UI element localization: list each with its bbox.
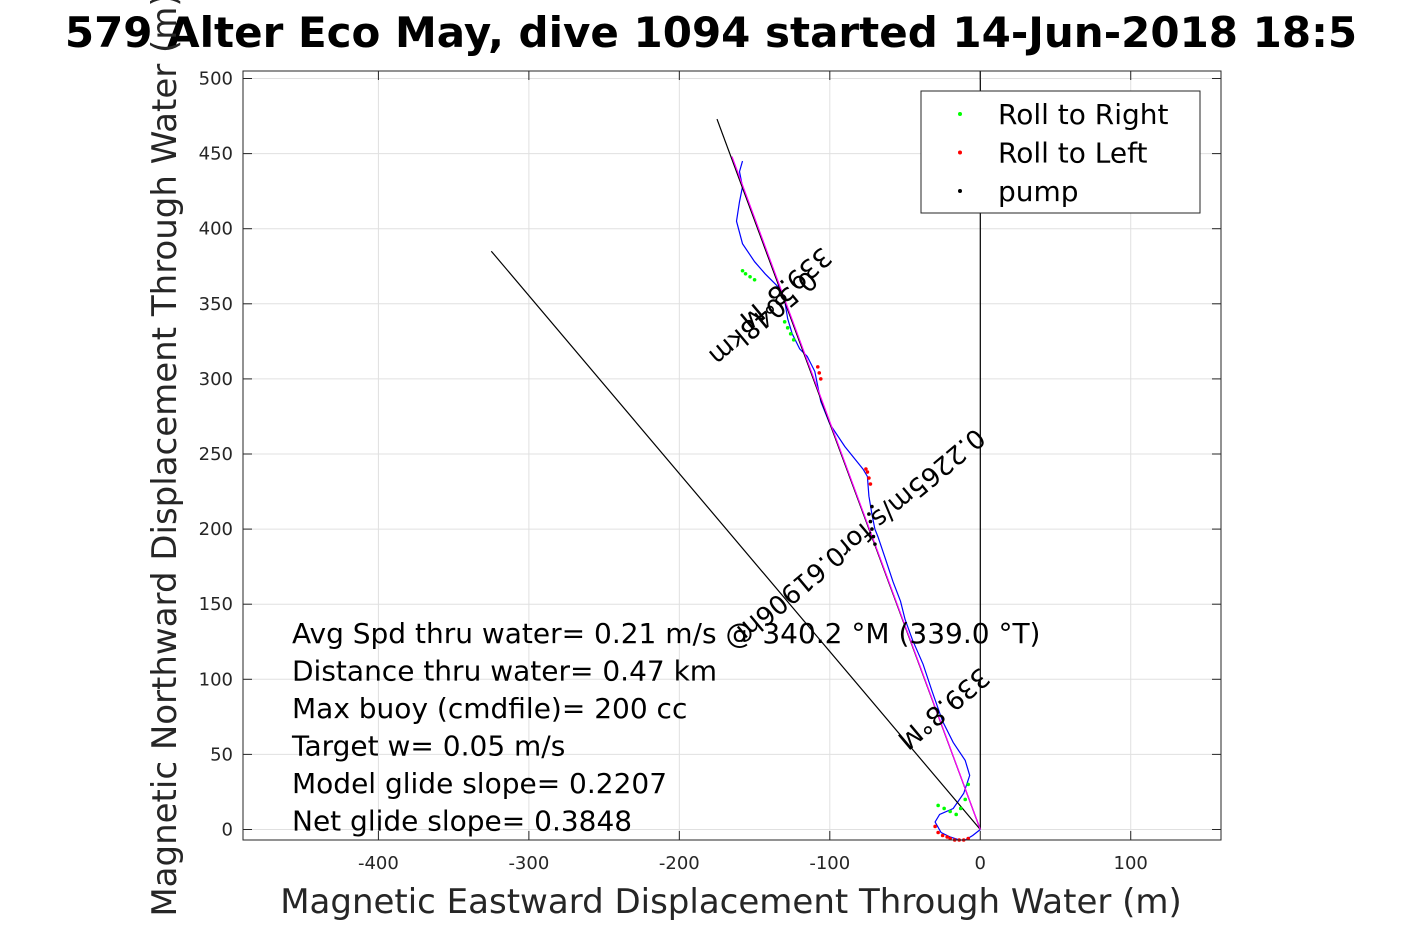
y-tick-label: 200 — [199, 519, 233, 540]
roll-right-marker — [963, 797, 968, 802]
legend-marker — [958, 189, 962, 193]
roll-right-marker — [966, 782, 971, 787]
roll-right-marker — [791, 338, 796, 342]
roll-right-marker — [740, 268, 745, 273]
roll-right-marker — [748, 274, 752, 279]
legend-marker — [958, 112, 962, 116]
roll-right-marker — [782, 320, 787, 324]
roll-left-marker — [864, 467, 868, 471]
x-tick-label: 0 — [975, 853, 986, 874]
roll-left-marker — [936, 830, 940, 835]
legend-label: pump — [998, 175, 1079, 208]
legend-label: Roll to Right — [998, 98, 1169, 131]
roll-left-marker — [966, 836, 971, 841]
x-tick-label: -300 — [508, 853, 549, 874]
roll-right-marker — [788, 332, 793, 336]
legend: Roll to Right Roll to Left pump — [920, 90, 1201, 214]
roll-left-marker — [948, 836, 952, 841]
annotation-line: Avg Spd thru water= 0.21 m/s @ 340.2 °M … — [292, 617, 1040, 650]
roll-right-marker — [948, 809, 952, 814]
roll-left-marker — [940, 833, 945, 838]
roll-right-marker — [785, 326, 790, 330]
y-tick-label: 0 — [222, 819, 233, 840]
roll-left-marker — [868, 482, 873, 486]
roll-right-marker — [743, 271, 748, 276]
rhumb-line-line — [731, 156, 981, 830]
x-tick-label: -400 — [358, 853, 399, 874]
roll-left-marker — [815, 365, 820, 369]
pump-marker — [868, 519, 873, 524]
x-axis-label: Magnetic Eastward Displacement Through W… — [280, 882, 1182, 922]
track-line — [735, 160, 981, 841]
y-tick-label: 100 — [199, 669, 233, 690]
roll-right-marker — [958, 806, 963, 811]
annotations: Avg Spd thru water= 0.21 m/s @ 340.2 °M … — [291, 617, 1040, 838]
y-axis-label: Magnetic Northward Displacement Through … — [145, 0, 185, 917]
legend-marker — [958, 150, 962, 155]
y-tick-label: 500 — [199, 69, 233, 90]
pump-marker — [870, 504, 874, 509]
x-tick-label: -100 — [809, 853, 850, 874]
annotation-line: Model glide slope= 0.2207 — [292, 767, 667, 800]
y-tick-label: 300 — [199, 369, 233, 390]
roll-left-marker — [945, 835, 949, 839]
roll-left-marker — [817, 371, 822, 375]
roll-left-marker — [867, 476, 871, 480]
roll-right-marker — [954, 812, 958, 817]
pump-marker — [867, 512, 871, 516]
x-tick-label: 100 — [1114, 853, 1148, 874]
y-tick-label: 400 — [199, 219, 233, 240]
heading-line-line — [490, 250, 981, 830]
pump-marker — [870, 527, 874, 531]
axes-box — [242, 70, 1222, 841]
roll-left-marker — [933, 824, 937, 829]
y-tick-label: 50 — [210, 744, 233, 765]
axis-ticks: -400 -300 -200 -100 0 100 0 50 100 150 200 250 300 35… — [199, 69, 1221, 874]
y-tick-label: 250 — [199, 444, 233, 465]
roll-left-marker — [865, 470, 870, 474]
y-tick-label: 450 — [199, 144, 233, 165]
legend-label: Roll to Left — [998, 137, 1147, 170]
legend-box — [920, 90, 1201, 214]
roll-right-marker — [752, 277, 757, 282]
pump-marker — [871, 534, 876, 539]
annotation-line: Target w= 0.05 m/s — [291, 730, 565, 763]
roll-left-marker — [818, 377, 823, 381]
y-tick-label: 350 — [199, 294, 233, 315]
y-tick-label: 150 — [199, 594, 233, 615]
x-tick-label: -200 — [659, 853, 700, 874]
pump-marker — [873, 542, 877, 546]
chart-title: 579 Alter Eco May, dive 1094 started 14-… — [65, 8, 1357, 57]
roll-right-marker — [936, 803, 940, 808]
annotation-line: Max buoy (cmdfile)= 200 cc — [292, 692, 687, 725]
roll-right-marker — [942, 806, 946, 811]
plot-content — [490, 71, 981, 842]
annotation-line: Distance thru water= 0.47 km — [292, 655, 717, 688]
annotation-line: Net glide slope= 0.3848 — [292, 805, 632, 838]
